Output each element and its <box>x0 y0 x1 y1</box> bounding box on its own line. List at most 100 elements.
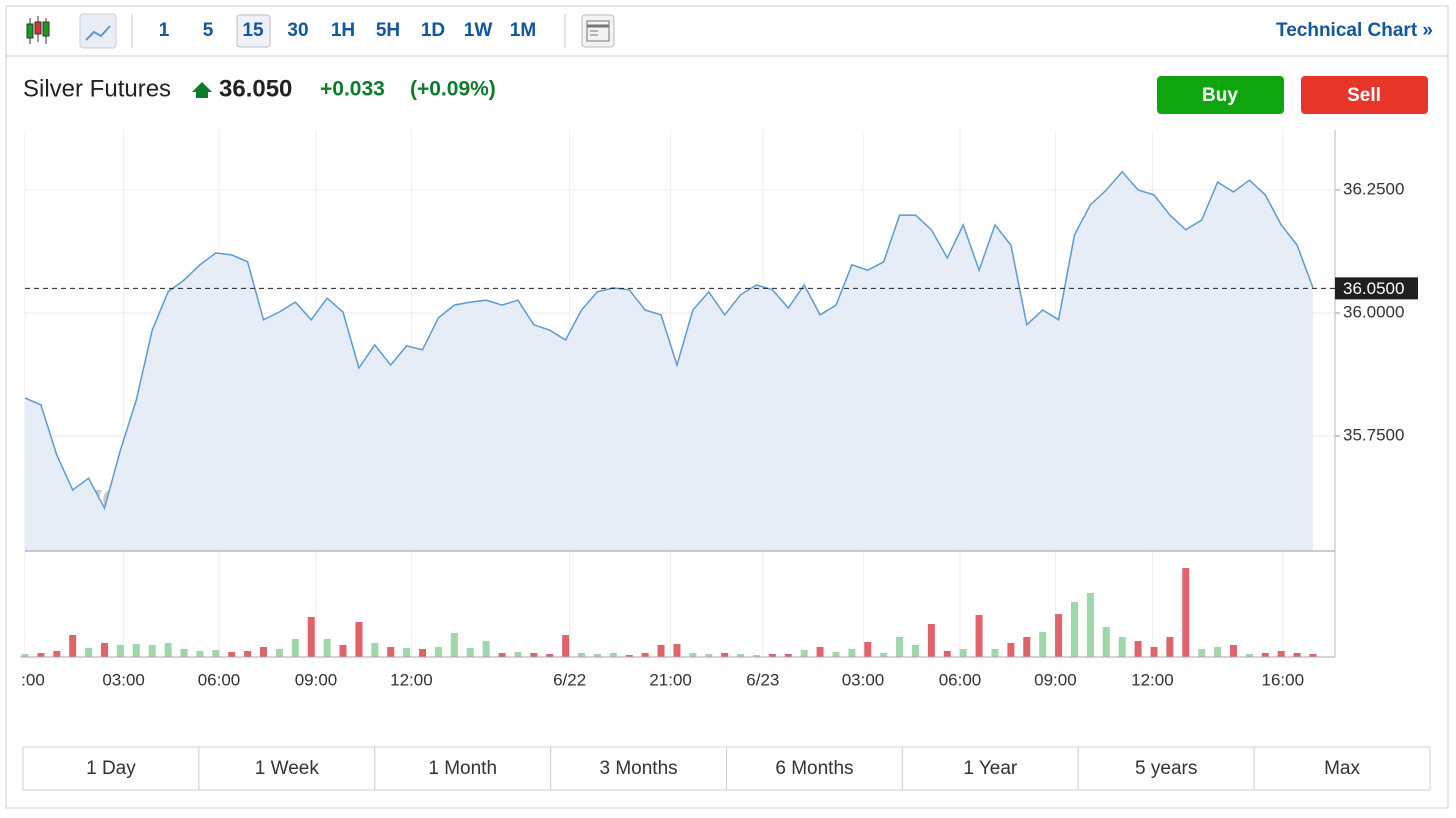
interval-button[interactable]: 1H <box>331 20 355 41</box>
volume-bar <box>1134 641 1142 657</box>
volume-bar <box>737 654 745 657</box>
volume-bar <box>101 643 109 657</box>
volume-bar <box>116 645 124 657</box>
range-button[interactable] <box>198 746 376 791</box>
buy-button[interactable]: Buy <box>1157 76 1284 114</box>
volume-bar <box>848 649 856 657</box>
volume-bar <box>355 622 363 657</box>
volume-bar <box>991 649 999 657</box>
volume-bar <box>132 644 140 657</box>
volume-bar <box>705 654 713 657</box>
sell-label[interactable]: Sell <box>1347 85 1381 106</box>
price: 36.050 <box>219 75 292 102</box>
up-arrow <box>192 82 212 98</box>
volume-bar <box>721 653 729 657</box>
volume-bar <box>657 645 665 657</box>
volume-bar <box>164 643 172 657</box>
volume-bar <box>609 653 617 657</box>
range-label[interactable]: 1 Week <box>255 758 320 779</box>
range-button[interactable] <box>726 746 903 791</box>
volume-bar <box>752 655 760 657</box>
interval-button[interactable]: 1 <box>159 20 170 41</box>
range-button[interactable] <box>1253 746 1431 791</box>
range-label[interactable]: Max <box>1324 758 1360 779</box>
area-fill <box>25 171 1313 552</box>
volume-bar <box>1007 643 1015 657</box>
volume-bar <box>641 653 649 657</box>
x-tick-label: 6/22 <box>553 670 586 689</box>
candlestick-icon[interactable] <box>26 16 50 44</box>
volume-bar <box>498 653 506 657</box>
x-tick-label: 03:00 <box>842 670 885 689</box>
table-icon[interactable] <box>581 14 615 48</box>
volume-bar <box>1277 651 1285 657</box>
volume-bar <box>387 647 395 657</box>
volume-bar <box>514 652 522 657</box>
range-button[interactable] <box>550 746 727 791</box>
range-label[interactable]: 3 Months <box>599 758 677 779</box>
volume-bar <box>403 648 411 657</box>
volume-bar <box>148 645 156 657</box>
volume-bar <box>546 654 554 657</box>
volume-bar <box>689 653 697 657</box>
volume-bar <box>228 652 236 657</box>
volume-bar <box>85 648 93 657</box>
volume-bar <box>291 639 299 657</box>
technical-chart-link[interactable]: Technical Chart » <box>1276 20 1433 41</box>
volume-bar <box>832 652 840 657</box>
buy-label[interactable]: Buy <box>1202 85 1238 106</box>
volume-bar <box>307 617 315 657</box>
volume-bar <box>1102 627 1110 657</box>
interval-button[interactable]: 1M <box>510 20 536 41</box>
volume-bar <box>1214 647 1222 657</box>
volume-bar <box>562 635 570 657</box>
y-tick-label: 35.7500 <box>1343 425 1404 444</box>
interval-button[interactable]: 30 <box>287 20 308 41</box>
range-label[interactable]: 1 Month <box>428 758 497 779</box>
volume-bar <box>1166 637 1174 657</box>
range-button[interactable] <box>1077 746 1255 791</box>
range-button[interactable] <box>374 746 552 791</box>
last-price-label: 36.0500 <box>1343 279 1404 298</box>
x-tick-label: :00 <box>21 670 45 689</box>
interval-button[interactable]: 5H <box>376 20 400 41</box>
volume-bar <box>37 653 45 657</box>
x-tick-label: 6/23 <box>746 670 779 689</box>
volume-bar <box>244 651 252 657</box>
y-tick-label: 36.0000 <box>1343 302 1404 321</box>
interval-button[interactable]: 1D <box>421 20 445 41</box>
interval-button[interactable]: 1W <box>464 20 493 41</box>
range-label[interactable]: 1 Year <box>963 758 1018 779</box>
volume-bar <box>180 649 188 657</box>
y-tick-label: 36.2500 <box>1343 179 1404 198</box>
volume-bar <box>593 654 601 657</box>
x-tick-label: 06:00 <box>198 670 241 689</box>
volume-bar <box>21 654 29 657</box>
x-tick-label: 12:00 <box>1131 670 1174 689</box>
volume-bar <box>1118 637 1126 657</box>
sell-button[interactable]: Sell <box>1301 76 1428 114</box>
volume-bar <box>625 655 633 657</box>
selected-interval-box <box>236 14 271 48</box>
range-label[interactable]: 1 Day <box>86 758 136 779</box>
volume-bar <box>196 651 204 657</box>
volume-bar <box>339 645 347 657</box>
range-label[interactable]: 5 years <box>1135 758 1197 779</box>
volume-bar <box>975 615 983 657</box>
interval-button[interactable]: 5 <box>203 20 214 41</box>
range-label[interactable]: 6 Months <box>775 758 853 779</box>
range-button[interactable] <box>22 746 200 791</box>
volume-bar <box>911 645 919 657</box>
volume-bar <box>419 649 427 657</box>
interval-button[interactable]: 15 <box>242 20 264 41</box>
volume-bar <box>1309 654 1317 657</box>
volume-bar <box>323 639 331 657</box>
volume-bar <box>1086 593 1094 657</box>
volume-bar <box>434 647 442 657</box>
volume-bar <box>1039 632 1047 657</box>
volume-bar <box>673 644 681 657</box>
line-chart-icon[interactable] <box>79 13 117 49</box>
volume-bar <box>943 651 951 657</box>
volume-bar <box>864 642 872 657</box>
